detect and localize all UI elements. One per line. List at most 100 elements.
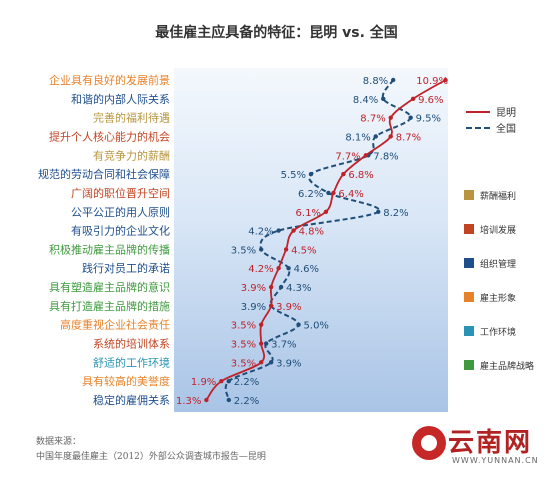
national-value-label: 5.0% (304, 321, 329, 332)
category-label: 具有打造雇主品牌的措施 (49, 299, 170, 313)
group-legend-swatch (464, 190, 474, 200)
kunming-value-label: 3.9% (241, 283, 266, 294)
category-label: 舒适的工作环境 (93, 355, 170, 369)
data-point (388, 115, 393, 120)
data-point (258, 360, 264, 365)
data-point (291, 228, 296, 233)
data-point (258, 322, 264, 327)
kunming-value-label: 8.7% (396, 132, 421, 143)
national-value-label: 4.3% (286, 283, 311, 294)
watermark-url: WWW.YUNNAN.CN (452, 456, 539, 465)
data-point (331, 190, 336, 196)
category-label: 具有较高的美誉度 (82, 374, 170, 388)
chart-title: 最佳雇主应具备的特征：昆明 vs. 全国 (155, 25, 398, 41)
kunming-value-label: 4.8% (299, 227, 324, 238)
data-point (326, 190, 331, 196)
series-line-kunming (205, 79, 446, 401)
data-point (258, 341, 264, 346)
data-point (286, 266, 291, 271)
series-lines (204, 77, 448, 403)
source-label: 数据来源： (36, 437, 82, 447)
national-value-label: 4.6% (294, 264, 319, 275)
group-legend-item: 雇主形象 (464, 290, 516, 304)
national-value-label: 8.2% (383, 208, 408, 219)
kunming-value-label: 9.6% (418, 95, 443, 106)
data-point (296, 322, 301, 327)
data-point (443, 77, 448, 83)
kunming-value-label: 4.5% (291, 245, 316, 256)
group-legend-item: 雇主品牌战略 (464, 358, 534, 372)
category-label: 具有塑造雇主品牌的意识 (49, 280, 170, 294)
category-label: 积极推动雇主品牌的传播 (49, 242, 170, 256)
data-point (391, 77, 396, 83)
kunming-value-label: 3.5% (231, 340, 256, 351)
data-point (219, 378, 224, 384)
category-label: 规范的劳动合同和社会保障 (38, 167, 170, 181)
national-value-label: 8.8% (363, 76, 388, 87)
data-point (381, 96, 386, 102)
category-label: 企业具有良好的发展前景 (49, 73, 170, 87)
data-point (278, 284, 284, 290)
data-point (276, 266, 281, 271)
data-point (373, 134, 378, 139)
group-legend-item: 工作环境 (464, 324, 516, 338)
kunming-value-label: 1.3% (176, 396, 201, 407)
national-value-label: 2.2% (234, 396, 259, 407)
group-legend-label: 薪酬福利 (480, 191, 517, 202)
kunming-value-label: 6.4% (338, 189, 363, 200)
group-legend-swatch (464, 360, 474, 370)
watermark-text: 云南网 (448, 428, 533, 458)
group-legend-swatch (464, 224, 474, 234)
national-value-label: 5.5% (281, 170, 306, 181)
national-value-label: 7.8% (373, 151, 398, 162)
category-label: 践行对员工的承诺 (82, 261, 170, 275)
category-label: 有竞争力的薪酬 (93, 148, 170, 162)
data-point (323, 209, 329, 214)
category-label: 完善的福利待遇 (93, 111, 170, 125)
data-point (268, 360, 274, 365)
data-point (283, 247, 289, 252)
data-point (308, 171, 314, 177)
national-value-label: 2.2% (234, 377, 259, 388)
kunming-value-label: 1.9% (191, 377, 216, 388)
data-point (258, 247, 264, 252)
group-legend-swatch (464, 258, 474, 268)
yunnan-watermark-logo: 云南网 WWW.YUNNAN.CN (412, 420, 540, 470)
legend-series-label: 全国 (496, 122, 516, 135)
series-line-national (224, 79, 412, 401)
kunming-value-label: 8.7% (360, 114, 385, 125)
category-label: 广阔的职位晋升空间 (71, 186, 170, 200)
data-point (204, 397, 209, 403)
national-value-label: 4.2% (248, 227, 273, 238)
category-label: 高度重视企业社会责任 (60, 318, 170, 332)
group-legend-label: 组织管理 (480, 259, 517, 270)
category-label: 系统的培训体系 (93, 337, 170, 351)
kunming-value-label: 6.8% (348, 170, 373, 181)
legend-series-label: 昆明 (496, 107, 516, 119)
data-point (388, 134, 393, 139)
plot-area (174, 68, 448, 412)
data-point (408, 115, 413, 120)
national-value-label: 3.9% (241, 302, 266, 313)
data-point (341, 171, 346, 177)
category-label: 和谐的内部人际关系 (71, 92, 170, 106)
data-point (268, 303, 274, 309)
national-value-label: 9.5% (416, 114, 441, 125)
data-point (376, 209, 381, 214)
data-point (276, 228, 281, 233)
category-label: 提升个人核心能力的机会 (49, 129, 170, 143)
group-legend-label: 雇主形象 (480, 293, 517, 304)
national-value-label: 8.1% (345, 132, 370, 143)
kunming-value-label: 6.1% (296, 208, 321, 219)
data-point (226, 378, 231, 384)
national-value-label: 3.5% (231, 245, 256, 256)
national-value-label: 3.7% (271, 340, 296, 351)
data-point (410, 96, 416, 102)
yunnan-logo-icon (412, 426, 446, 460)
group-legend-item: 薪酬福利 (464, 188, 516, 202)
national-value-label: 8.4% (353, 95, 378, 106)
data-point (263, 341, 269, 346)
kunming-value-label: 7.7% (335, 151, 360, 162)
